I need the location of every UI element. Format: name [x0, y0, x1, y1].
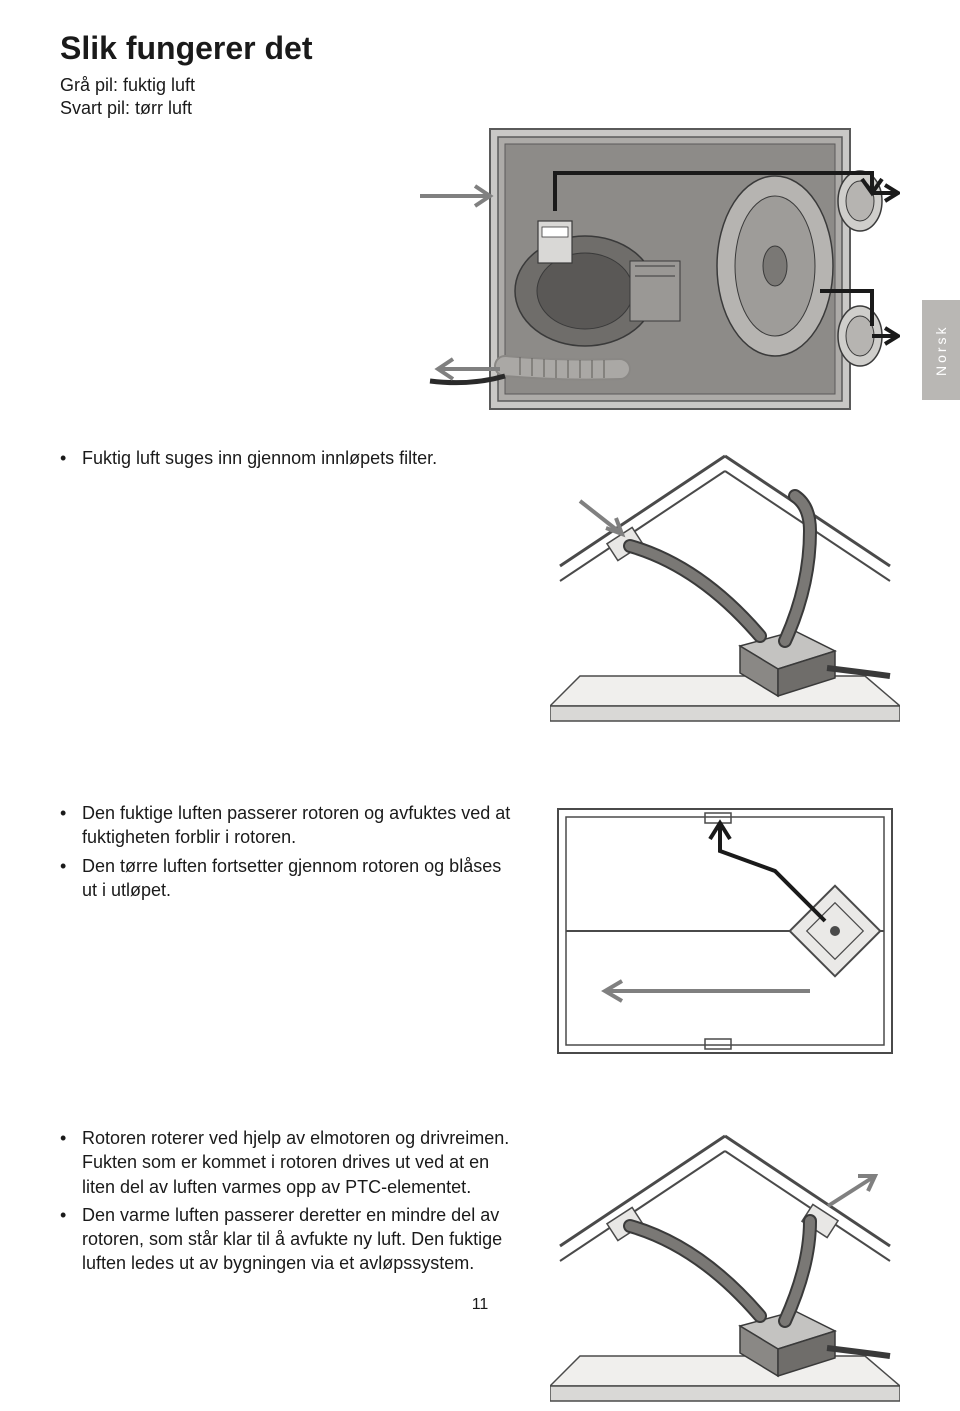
document-page: Slik fungerer det Grå pil: fuktig luft S… — [0, 0, 960, 1344]
hero-unit-diagram — [420, 111, 900, 446]
section-3: Rotoren roterer ved hjelp av elmotoren o… — [60, 1126, 900, 1411]
page-number: 11 — [0, 1296, 960, 1314]
section-1: Fuktig luft suges inn gjennom innløpets … — [60, 446, 900, 731]
section-2-bullets: Den fuktige luften passerer rotoren og a… — [60, 801, 520, 906]
house-corner-icon — [550, 446, 900, 726]
rotor-schematic-icon — [550, 801, 900, 1061]
page-title: Slik fungerer det — [60, 30, 900, 67]
house-corner-exhaust-icon — [550, 1126, 900, 1406]
language-tab: Norsk — [922, 300, 960, 400]
section-3-bullets: Rotoren roterer ved hjelp av elmotoren o… — [60, 1126, 520, 1280]
section-2: Den fuktige luften passerer rotoren og a… — [60, 801, 900, 1066]
list-item: Fuktig luft suges inn gjennom innløpets … — [60, 446, 520, 470]
list-item: Den varme luften passerer deretter en mi… — [60, 1203, 520, 1276]
list-item: Den tørre luften fortsetter gjennom roto… — [60, 854, 520, 903]
section-1-diagram — [550, 446, 900, 731]
section-2-diagram — [550, 801, 900, 1066]
section-1-bullets: Fuktig luft suges inn gjennom innløpets … — [60, 446, 520, 474]
legend-gray: Grå pil: fuktig luft — [60, 75, 900, 96]
list-item: Rotoren roterer ved hjelp av elmotoren o… — [60, 1126, 520, 1199]
list-item: Den fuktige luften passerer rotoren og a… — [60, 801, 520, 850]
section-3-diagram — [550, 1126, 900, 1411]
ventilation-unit-icon — [420, 111, 900, 441]
